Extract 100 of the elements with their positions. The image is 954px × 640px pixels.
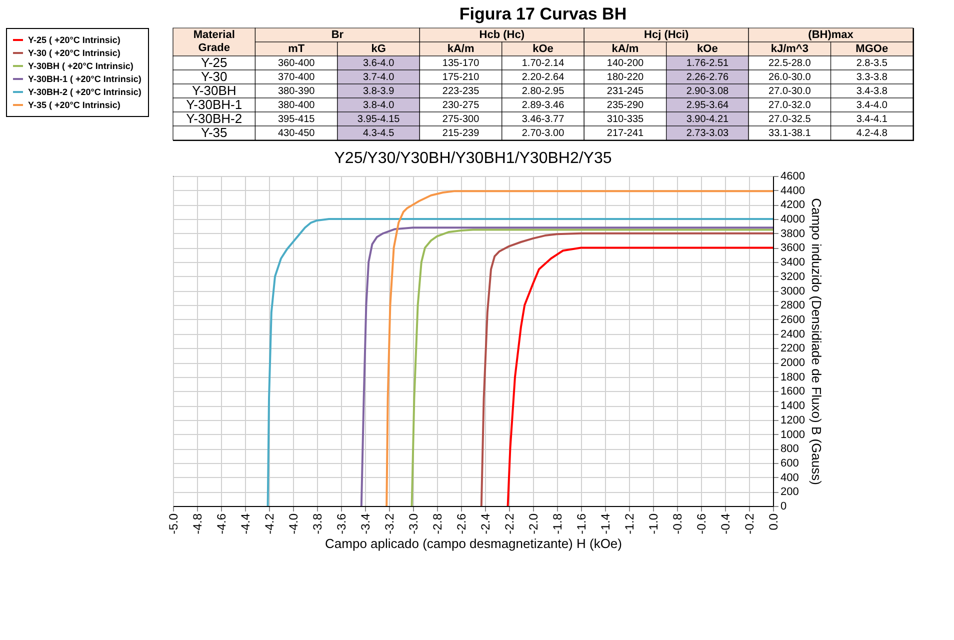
- text: Hcj (Hci): [644, 29, 689, 41]
- text: 2.80-2.95: [522, 86, 564, 97]
- text: 2.70-3.00: [522, 128, 564, 139]
- y-tick-label: 400: [780, 472, 799, 484]
- legend-label: Y-25 ( +20°C Intrinsic): [28, 35, 120, 45]
- y-tick-label: 1200: [780, 414, 805, 426]
- chart-title: Figura 17 Curvas BH: [459, 4, 627, 24]
- x-tick-label: -0.2: [742, 513, 756, 534]
- text: 1.70-2.14: [522, 58, 564, 69]
- text: 22.5-28.0: [768, 58, 811, 69]
- y-tick-label: 3800: [780, 228, 805, 240]
- text: 2.8-3.5: [856, 58, 888, 69]
- text: 140-200: [606, 58, 644, 69]
- x-tick-label: -2.4: [478, 513, 492, 534]
- y-tick-label: Y-30: [200, 69, 228, 84]
- x-tick-label: -5.0: [166, 513, 180, 534]
- text: 1.76-2.51: [686, 58, 729, 69]
- text: 370-400: [278, 72, 315, 83]
- legend-label: Y-30BH-1 ( +20°C Intrinsic): [28, 74, 142, 84]
- text: 2.26-2.76: [686, 72, 729, 83]
- x-tick-label: kJ/m^3: [770, 43, 808, 55]
- y-tick-label: 2200: [780, 342, 805, 355]
- text: 360-400: [278, 58, 315, 69]
- text: 3.8-3.9: [362, 86, 394, 97]
- text: 180-220: [606, 72, 644, 83]
- x-tick-label: -3.0: [406, 513, 420, 534]
- x-tick-label: kA/m: [612, 43, 639, 55]
- y-axis-title: Campo induzido (Densidiade de Fluxo) B (Gauss): [808, 198, 824, 485]
- text: Br: [331, 29, 344, 41]
- text: 3.6-4.0: [362, 58, 394, 69]
- text: 275-300: [442, 114, 480, 125]
- x-tick-label: MGOe: [856, 43, 888, 55]
- text: 380-390: [278, 86, 315, 97]
- text: 4.2-4.8: [856, 128, 888, 139]
- y-tick-label: Y-30BH: [192, 83, 236, 98]
- text: 2.90-3.08: [686, 86, 729, 97]
- y-tick-label: 600: [780, 457, 799, 470]
- x-tick-label: -2.8: [430, 513, 444, 534]
- y-tick-label: 2600: [780, 314, 805, 326]
- y-tick-label: 2400: [780, 328, 805, 340]
- y-tick-label: 3600: [780, 242, 805, 254]
- y-tick-label: 4400: [780, 184, 805, 197]
- x-tick-label: -4.0: [286, 513, 300, 534]
- y-tick-label: 2800: [780, 300, 805, 312]
- text: 395-415: [278, 114, 315, 125]
- text: 2.89-3.46: [522, 100, 564, 111]
- text: 310-335: [606, 114, 644, 125]
- x-tick-label: -3.6: [334, 513, 348, 534]
- x-tick-label: -2.2: [502, 513, 516, 534]
- text: 217-241: [606, 128, 644, 139]
- text: 4.3-4.5: [362, 128, 394, 139]
- x-tick-label: -1.6: [574, 513, 588, 534]
- text: 2.95-3.64: [686, 100, 729, 111]
- text: 430-450: [278, 128, 315, 139]
- text: 26.0-30.0: [768, 72, 811, 83]
- x-tick-label: -1.0: [646, 513, 660, 534]
- x-axis-title: Campo aplicado (campo desmagnetizante) H (kOe): [325, 536, 622, 552]
- text: 135-170: [442, 58, 480, 69]
- x-tick-label: mT: [288, 43, 305, 55]
- y-tick-label: 1800: [780, 371, 805, 384]
- x-tick-label: -1.4: [598, 513, 612, 534]
- y-tick-label: 1400: [780, 400, 805, 412]
- text: 3.3-3.8: [856, 72, 888, 83]
- line-series: [266, 218, 774, 507]
- y-tick-label: Y-30BH-2: [186, 111, 242, 126]
- x-tick-label: -0.8: [670, 513, 684, 534]
- y-tick-label: 0: [780, 500, 787, 512]
- y-tick-label: 3200: [780, 270, 805, 283]
- text: 2.73-3.03: [686, 128, 729, 139]
- text: 3.46-3.77: [522, 114, 564, 125]
- text: 27.0-32.5: [768, 114, 811, 125]
- x-tick-label: -1.8: [550, 513, 564, 534]
- text: 175-210: [442, 72, 480, 83]
- y-tick-label: Y-35: [200, 125, 228, 140]
- text: 230-275: [442, 100, 480, 111]
- legend-label: Y-30 ( +20°C Intrinsic): [28, 48, 120, 58]
- text: 3.7-4.0: [362, 72, 394, 83]
- line-series: [386, 190, 774, 507]
- y-tick-label: 4600: [780, 170, 805, 182]
- y-tick-label: 1600: [780, 386, 805, 398]
- text: 3.4-4.0: [856, 100, 888, 111]
- y-tick-label: Y-30BH-1: [186, 97, 242, 112]
- text: 3.90-4.21: [686, 114, 729, 125]
- text: 3.95-4.15: [357, 114, 400, 125]
- chart-title: Y25/Y30/Y30BH/Y30BH1/Y30BH2/Y35: [334, 150, 612, 167]
- legend-label: Y-35 ( +20°C Intrinsic): [28, 100, 120, 110]
- text: 2.20-2.64: [522, 72, 564, 83]
- x-tick-label: -4.2: [262, 513, 276, 534]
- x-tick-label: -1.2: [622, 513, 636, 534]
- y-tick-label: Y-25: [200, 55, 228, 70]
- y-tick-label: 2000: [780, 357, 805, 370]
- x-tick-label: 0.0: [766, 513, 780, 530]
- text: 27.0-30.0: [768, 86, 811, 97]
- text: 3.8-4.0: [362, 100, 394, 111]
- x-tick-label: -4.8: [190, 513, 204, 534]
- text: 33.1-38.1: [768, 128, 811, 139]
- x-tick-label: kA/m: [447, 43, 474, 55]
- legend-label: Y-30BH-2 ( +20°C Intrinsic): [28, 87, 142, 97]
- x-tick-label: -2.6: [454, 513, 468, 534]
- text: 380-400: [278, 100, 315, 111]
